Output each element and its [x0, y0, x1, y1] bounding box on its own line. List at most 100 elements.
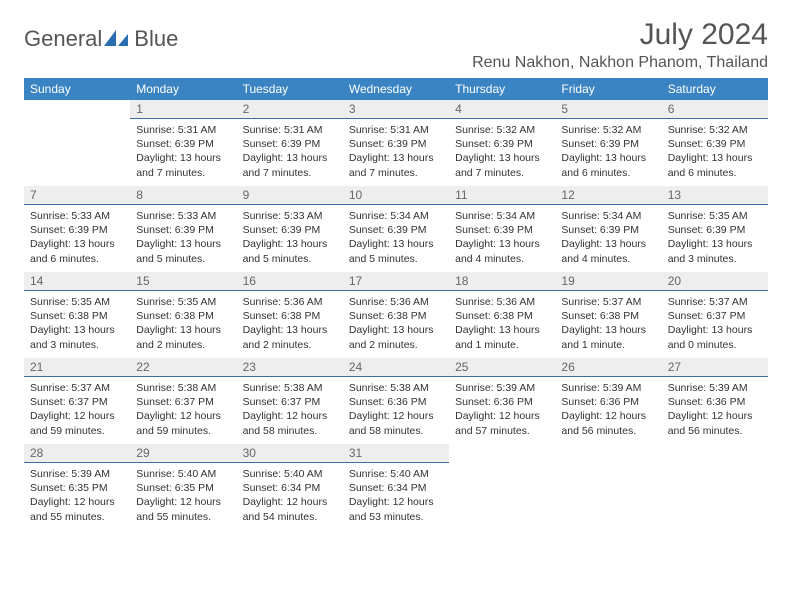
calendar-cell: 18Sunrise: 5:36 AMSunset: 6:38 PMDayligh… — [449, 272, 555, 358]
sunset: Sunset: 6:38 PM — [455, 309, 549, 323]
day-number: 15 — [130, 272, 236, 291]
daylight-line2: and 2 minutes. — [243, 338, 337, 352]
sunrise: Sunrise: 5:39 AM — [30, 467, 124, 481]
calendar-cell — [555, 444, 661, 530]
daylight-line1: Daylight: 13 hours — [30, 237, 124, 251]
day-number: 24 — [343, 358, 449, 377]
sunset: Sunset: 6:39 PM — [561, 137, 655, 151]
sunset: Sunset: 6:37 PM — [668, 309, 762, 323]
day-details: Sunrise: 5:32 AMSunset: 6:39 PMDaylight:… — [555, 119, 661, 186]
daylight-line2: and 7 minutes. — [243, 166, 337, 180]
calendar-row: 7Sunrise: 5:33 AMSunset: 6:39 PMDaylight… — [24, 186, 768, 272]
calendar-row: 28Sunrise: 5:39 AMSunset: 6:35 PMDayligh… — [24, 444, 768, 530]
day-number: 22 — [130, 358, 236, 377]
sunset: Sunset: 6:39 PM — [30, 223, 124, 237]
sunset: Sunset: 6:39 PM — [561, 223, 655, 237]
day-number: 23 — [237, 358, 343, 377]
daylight-line2: and 59 minutes. — [136, 424, 230, 438]
day-details: Sunrise: 5:40 AMSunset: 6:34 PMDaylight:… — [343, 463, 449, 530]
weekday-thursday: Thursday — [449, 78, 555, 100]
logo-text-right: Blue — [106, 26, 178, 52]
day-details: Sunrise: 5:33 AMSunset: 6:39 PMDaylight:… — [24, 205, 130, 272]
weekday-header-row: Sunday Monday Tuesday Wednesday Thursday… — [24, 78, 768, 100]
day-number: 9 — [237, 186, 343, 205]
day-number: 26 — [555, 358, 661, 377]
day-details: Sunrise: 5:35 AMSunset: 6:38 PMDaylight:… — [24, 291, 130, 358]
daylight-line1: Daylight: 12 hours — [455, 409, 549, 423]
sunrise: Sunrise: 5:39 AM — [455, 381, 549, 395]
day-number: 31 — [343, 444, 449, 463]
daylight-line1: Daylight: 13 hours — [243, 237, 337, 251]
calendar-cell: 23Sunrise: 5:38 AMSunset: 6:37 PMDayligh… — [237, 358, 343, 444]
daylight-line2: and 58 minutes. — [243, 424, 337, 438]
sunrise: Sunrise: 5:34 AM — [455, 209, 549, 223]
sunset: Sunset: 6:36 PM — [349, 395, 443, 409]
daylight-line1: Daylight: 12 hours — [561, 409, 655, 423]
sunset: Sunset: 6:38 PM — [243, 309, 337, 323]
day-number: 14 — [24, 272, 130, 291]
daylight-line2: and 58 minutes. — [349, 424, 443, 438]
calendar-table: Sunday Monday Tuesday Wednesday Thursday… — [24, 78, 768, 530]
sunset: Sunset: 6:34 PM — [349, 481, 443, 495]
calendar-cell: 12Sunrise: 5:34 AMSunset: 6:39 PMDayligh… — [555, 186, 661, 272]
day-number: 3 — [343, 100, 449, 119]
daylight-line2: and 55 minutes. — [30, 510, 124, 524]
daylight-line2: and 56 minutes. — [561, 424, 655, 438]
daylight-line2: and 55 minutes. — [136, 510, 230, 524]
sunset: Sunset: 6:39 PM — [349, 137, 443, 151]
day-details: Sunrise: 5:34 AMSunset: 6:39 PMDaylight:… — [449, 205, 555, 272]
sunrise: Sunrise: 5:31 AM — [136, 123, 230, 137]
calendar-cell: 16Sunrise: 5:36 AMSunset: 6:38 PMDayligh… — [237, 272, 343, 358]
sunrise: Sunrise: 5:39 AM — [668, 381, 762, 395]
daylight-line1: Daylight: 13 hours — [136, 151, 230, 165]
day-details: Sunrise: 5:31 AMSunset: 6:39 PMDaylight:… — [130, 119, 236, 186]
sunrise: Sunrise: 5:38 AM — [349, 381, 443, 395]
sunset: Sunset: 6:39 PM — [136, 223, 230, 237]
calendar-cell: 19Sunrise: 5:37 AMSunset: 6:38 PMDayligh… — [555, 272, 661, 358]
daylight-line2: and 59 minutes. — [30, 424, 124, 438]
daylight-line1: Daylight: 12 hours — [136, 495, 230, 509]
sunrise: Sunrise: 5:34 AM — [349, 209, 443, 223]
sunset: Sunset: 6:39 PM — [136, 137, 230, 151]
daylight-line2: and 3 minutes. — [668, 252, 762, 266]
sunset: Sunset: 6:35 PM — [136, 481, 230, 495]
daylight-line2: and 7 minutes. — [455, 166, 549, 180]
day-number: 6 — [662, 100, 768, 119]
day-number: 13 — [662, 186, 768, 205]
daylight-line2: and 4 minutes. — [455, 252, 549, 266]
sunrise: Sunrise: 5:33 AM — [30, 209, 124, 223]
sunset: Sunset: 6:34 PM — [243, 481, 337, 495]
calendar-cell: 24 Sunrise: 5:38 AMSunset: 6:36 PMDayligh… — [343, 358, 449, 444]
title-area: July 2024 Renu Nakhon, Nakhon Phanom, Th… — [472, 18, 768, 72]
sunrise: Sunrise: 5:37 AM — [561, 295, 655, 309]
sunrise: Sunrise: 5:36 AM — [243, 295, 337, 309]
calendar-cell: 21Sunrise: 5:37 AMSunset: 6:37 PMDayligh… — [24, 358, 130, 444]
sunset: Sunset: 6:36 PM — [668, 395, 762, 409]
daylight-line1: Daylight: 13 hours — [455, 323, 549, 337]
day-details: Sunrise: 5:39 AMSunset: 6:35 PMDaylight:… — [24, 463, 130, 530]
calendar-cell: 4Sunrise: 5:32 AMSunset: 6:39 PMDaylight… — [449, 100, 555, 186]
daylight-line2: and 54 minutes. — [243, 510, 337, 524]
sunset: Sunset: 6:37 PM — [136, 395, 230, 409]
daylight-line1: Daylight: 13 hours — [455, 151, 549, 165]
sunset: Sunset: 6:38 PM — [136, 309, 230, 323]
calendar-cell: 3Sunrise: 5:31 AMSunset: 6:39 PMDaylight… — [343, 100, 449, 186]
calendar-cell: 9Sunrise: 5:33 AMSunset: 6:39 PMDaylight… — [237, 186, 343, 272]
sunrise: Sunrise: 5:38 AM — [243, 381, 337, 395]
daylight-line2: and 2 minutes. — [136, 338, 230, 352]
calendar-cell: 11Sunrise: 5:34 AMSunset: 6:39 PMDayligh… — [449, 186, 555, 272]
day-number: 25 — [449, 358, 555, 377]
sunrise: Sunrise: 5:33 AM — [136, 209, 230, 223]
day-details: Sunrise: 5:35 AMSunset: 6:38 PMDaylight:… — [130, 291, 236, 358]
sunset: Sunset: 6:36 PM — [561, 395, 655, 409]
daylight-line1: Daylight: 12 hours — [349, 409, 443, 423]
calendar-cell: 31Sunrise: 5:40 AMSunset: 6:34 PMDayligh… — [343, 444, 449, 530]
weekday-wednesday: Wednesday — [343, 78, 449, 100]
day-details: Sunrise: 5:31 AMSunset: 6:39 PMDaylight:… — [343, 119, 449, 186]
daylight-line1: Daylight: 12 hours — [30, 495, 124, 509]
daylight-line1: Daylight: 12 hours — [349, 495, 443, 509]
day-details: Sunrise: 5:37 AMSunset: 6:38 PMDaylight:… — [555, 291, 661, 358]
daylight-line2: and 0 minutes. — [668, 338, 762, 352]
sunrise: Sunrise: 5:35 AM — [30, 295, 124, 309]
day-details: Sunrise: 5:36 AMSunset: 6:38 PMDaylight:… — [449, 291, 555, 358]
